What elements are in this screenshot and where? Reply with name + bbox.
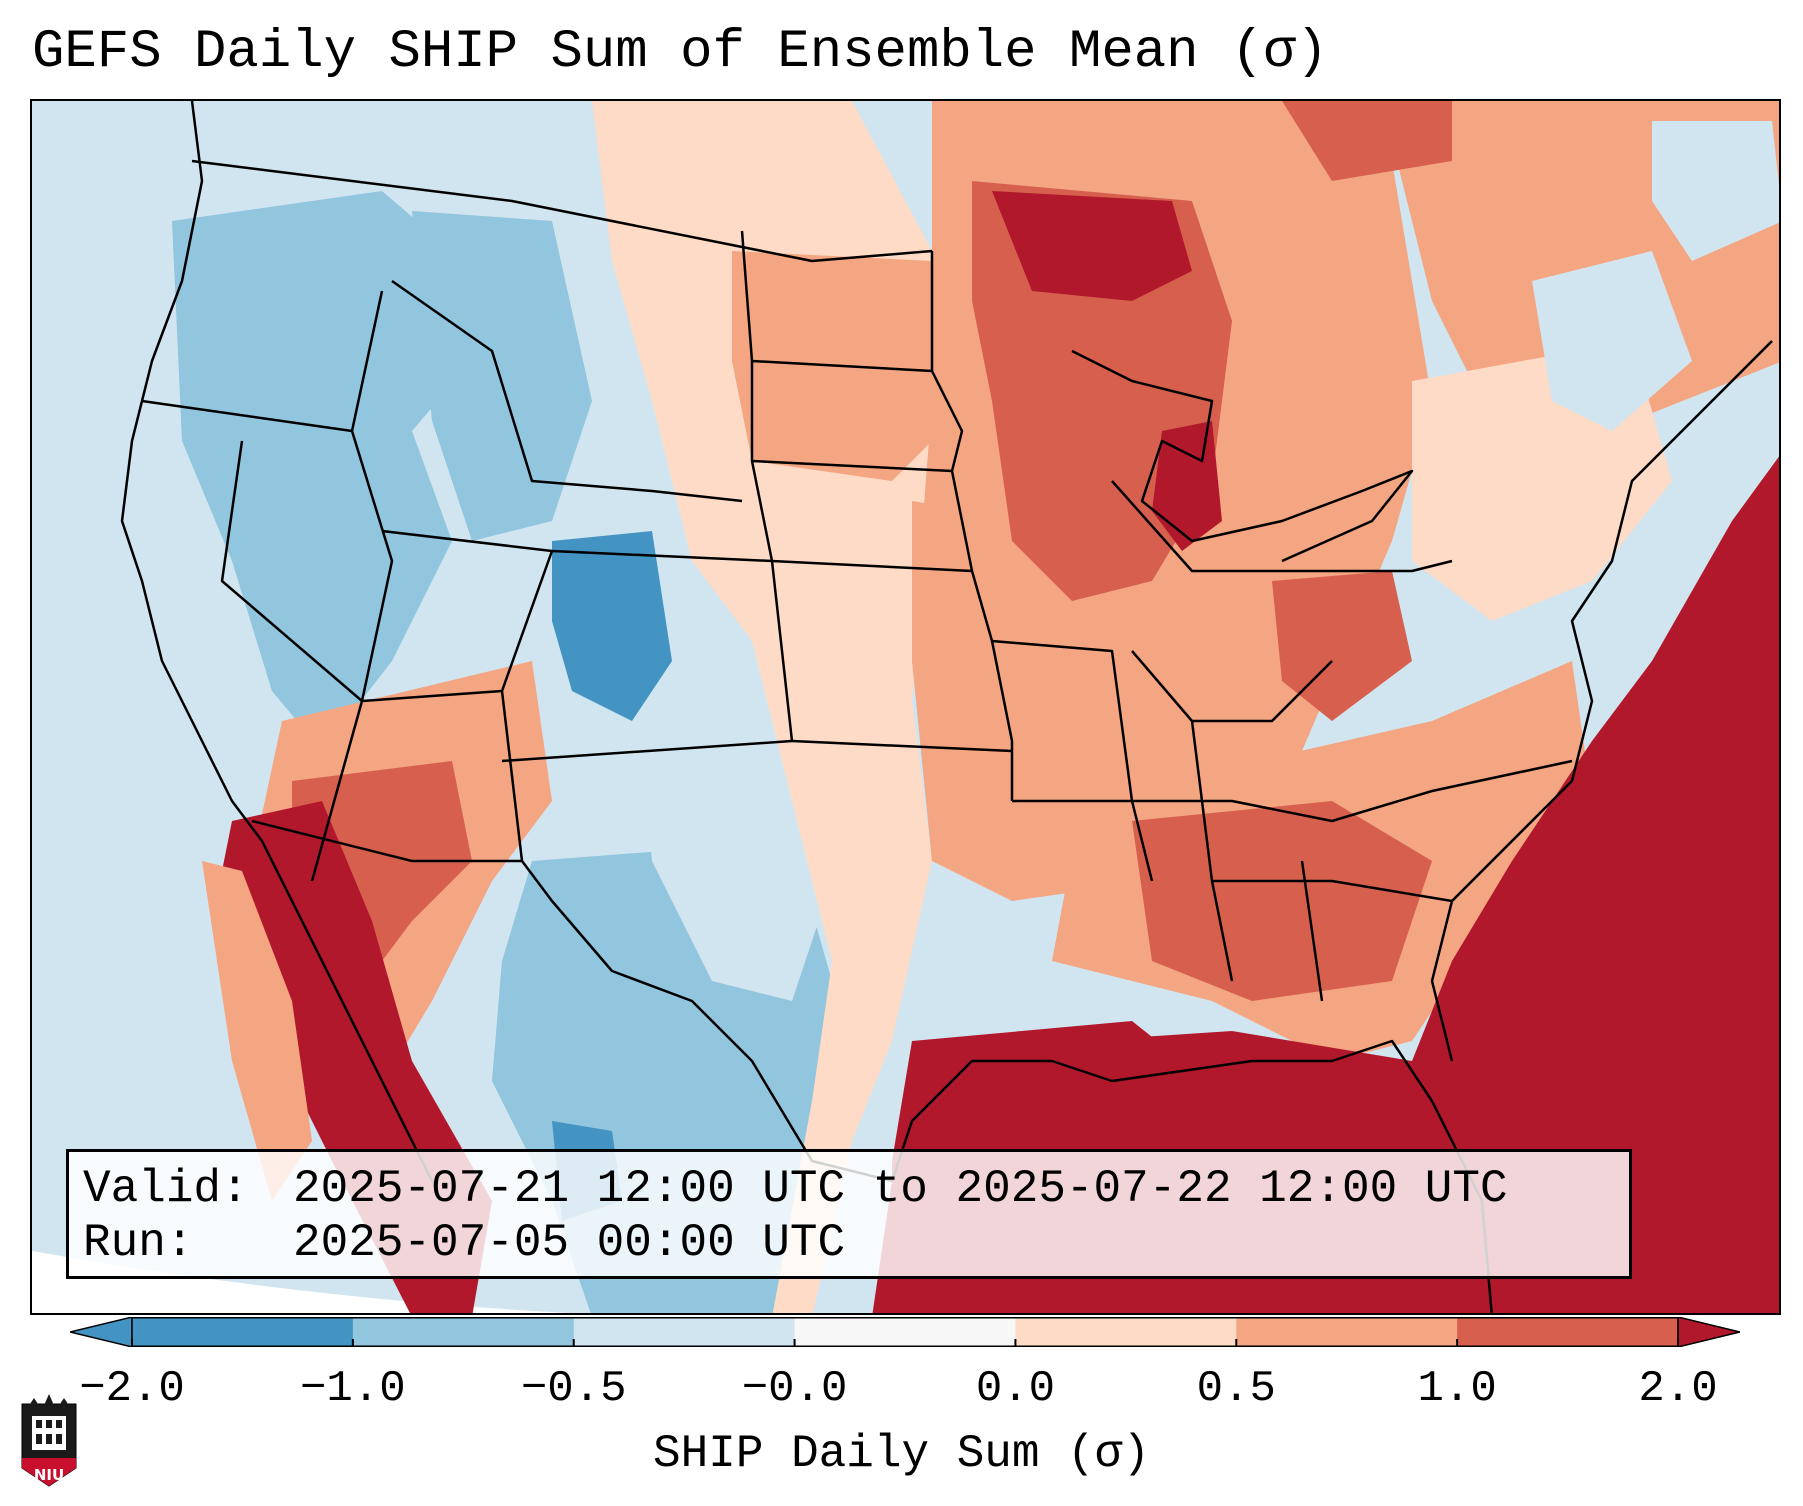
colorbar-tick-label: 0.0 bbox=[975, 1364, 1056, 1414]
canada-border bbox=[191, 159, 933, 263]
colorbar-tick-label: −1.0 bbox=[300, 1364, 406, 1414]
colorbar-segment bbox=[1015, 1317, 1237, 1347]
valid-value: 2025-07-21 12:00 UTC to 2025-07-22 12:00… bbox=[293, 1163, 1508, 1215]
colorbar-extend-high bbox=[1677, 1317, 1740, 1347]
valid-row: Valid: 2025-07-21 12:00 UTC to 2025-07-22… bbox=[83, 1162, 1615, 1216]
mexico-border bbox=[251, 819, 893, 1183]
colorbar-extend-low bbox=[70, 1317, 133, 1347]
colorbar-outline bbox=[131, 1317, 1679, 1347]
field-canada-blue bbox=[1652, 121, 1779, 261]
field-newengland-blue bbox=[1532, 251, 1692, 431]
map-canvas bbox=[32, 101, 1779, 1313]
domain-edge-southwest bbox=[32, 1251, 570, 1313]
great-lakes bbox=[1071, 349, 1414, 563]
boundaries bbox=[120, 101, 1773, 1313]
colorbar-tick-label: −0.0 bbox=[741, 1364, 848, 1414]
field-rockies-mid bbox=[412, 211, 592, 541]
valid-label: Valid: bbox=[83, 1163, 249, 1215]
run-label: Run: bbox=[83, 1217, 194, 1269]
colorbar-segment bbox=[1457, 1317, 1679, 1347]
colorbar-segment bbox=[573, 1317, 796, 1347]
colorbar-tick-label: −2.0 bbox=[79, 1364, 185, 1414]
colorbar-segment bbox=[1236, 1317, 1458, 1347]
state-lines-east bbox=[1111, 480, 1573, 1002]
run-row: Run: 2025-07-05 00:00 UTC bbox=[83, 1216, 1615, 1270]
field-ohio-red bbox=[1272, 571, 1412, 721]
atlantic-coast bbox=[1430, 340, 1773, 1062]
run-value: 2025-07-05 00:00 UTC bbox=[293, 1217, 846, 1269]
state-lines-central bbox=[740, 230, 1154, 882]
colorbar-tick-label: −0.5 bbox=[520, 1364, 627, 1414]
niu-logo-text: NIU bbox=[33, 1466, 65, 1484]
field-greatlakes-dark bbox=[992, 191, 1192, 301]
niu-logo: NIU bbox=[20, 1390, 78, 1488]
colorbar-segment bbox=[132, 1317, 354, 1347]
colorbar-tick-label: 0.5 bbox=[1196, 1364, 1276, 1414]
field-texas-light bbox=[642, 741, 832, 1001]
west-coast bbox=[120, 101, 444, 1202]
state-lines-west bbox=[141, 279, 794, 882]
colorbar-tick-label: 1.0 bbox=[1417, 1364, 1497, 1414]
field-canada-red bbox=[1282, 101, 1452, 181]
map-panel bbox=[30, 99, 1781, 1315]
colorbar bbox=[70, 1317, 1740, 1347]
colorbar-label: SHIP Daily Sum (σ) bbox=[653, 1428, 1150, 1480]
colorbar-tick-label: 2.0 bbox=[1638, 1364, 1718, 1414]
field-northwest-mid bbox=[172, 191, 472, 751]
colorbar-segment bbox=[794, 1317, 1016, 1347]
field-colorado-dark bbox=[552, 531, 672, 721]
chart-title: GEFS Daily SHIP Sum of Ensemble Mean (σ) bbox=[32, 22, 1329, 83]
valid-info-box: Valid: 2025-07-21 12:00 UTC to 2025-07-22… bbox=[66, 1149, 1632, 1279]
niu-logo-graphic bbox=[21, 1394, 77, 1487]
field-baja-orange bbox=[202, 861, 312, 1201]
colorbar-segment bbox=[352, 1317, 575, 1347]
gulf-coast bbox=[890, 1039, 1493, 1313]
